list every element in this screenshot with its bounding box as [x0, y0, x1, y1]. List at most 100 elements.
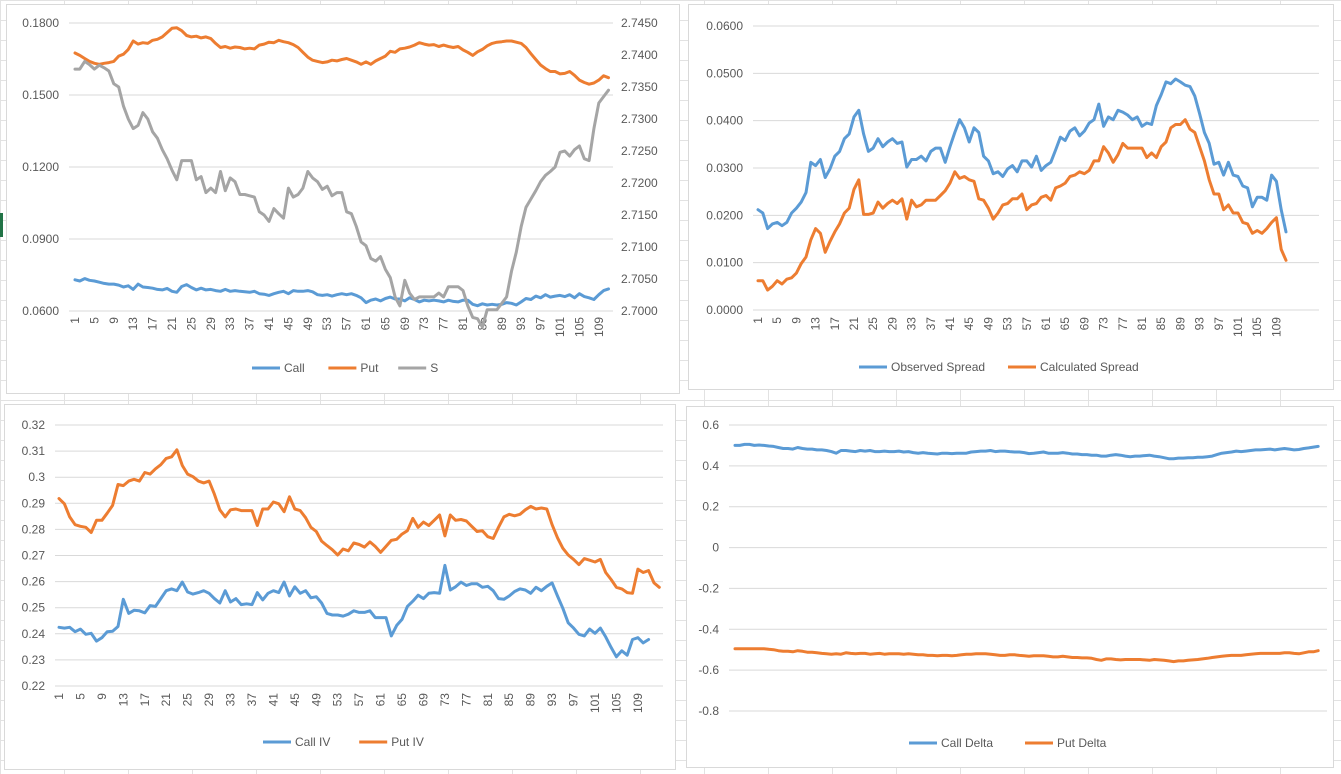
x-tick-label: 109	[1269, 317, 1283, 337]
y-tick-label: 0.24	[22, 627, 46, 641]
chart-implied-volatility[interactable]: 0.22 0.23 0.24 0.25 0.26 0.27 0.28 0.29 0.3 0.31 0…	[4, 404, 676, 770]
y-tick-label: 0.22	[22, 679, 46, 693]
x-tick-label: 97	[1212, 317, 1226, 331]
x-tick-label: 105	[572, 317, 586, 337]
chart-spread[interactable]: 0.0000 0.0100 0.0200 0.0300 0.0400 0.0500 0.06…	[688, 4, 1334, 390]
x-tick-label: 29	[885, 317, 899, 331]
series-line-call-iv	[57, 563, 651, 659]
x-tick-label: 69	[398, 317, 412, 331]
x-tick-label: 1	[751, 317, 765, 324]
x-tick-label: 45	[288, 693, 302, 707]
x-tick-label: 49	[301, 317, 315, 331]
chart-delta[interactable]: -0.8 -0.6 -0.4 -0.2 0 0.2 0.4 0.6 Call Delta Put …	[686, 406, 1334, 768]
chart-canvas: -0.8 -0.6 -0.4 -0.2 0 0.2 0.4 0.6 Call Delta Put …	[698, 418, 1327, 750]
y-tick-label: -0.6	[698, 663, 719, 677]
y-tick-label: 0.0200	[706, 208, 743, 222]
legend-label: Call	[284, 361, 305, 375]
chart-canvas: 0.0600 0.0900 0.1200 0.1500 0.1800 2.7000 2.70…	[22, 16, 658, 375]
x-tick-label: 13	[809, 317, 823, 331]
legend-label: Call IV	[295, 735, 330, 749]
y-tick-label: -0.8	[698, 704, 719, 718]
legend-label: S	[430, 361, 438, 375]
y2-tick-label: 2.7200	[621, 176, 658, 190]
x-tick-label: 13	[126, 317, 140, 331]
x-tick-label: 57	[1020, 317, 1034, 331]
y-tick-label: 0	[712, 541, 719, 555]
x-tick-label: 85	[1154, 317, 1168, 331]
legend-label: Put IV	[391, 735, 424, 749]
x-tick-label: 85	[502, 693, 516, 707]
x-tick-label: 81	[1135, 317, 1149, 331]
x-tick-label: 1	[68, 317, 82, 324]
x-tick-label: 61	[359, 317, 373, 331]
x-tick-label: 57	[352, 693, 366, 707]
x-tick-label: 81	[481, 693, 495, 707]
x-tick-label: 17	[146, 317, 160, 331]
x-tick-label: 73	[417, 317, 431, 331]
x-tick-label: 29	[202, 693, 216, 707]
y2-tick-label: 2.7100	[621, 240, 658, 254]
x-tick-label: 49	[309, 693, 323, 707]
x-tick-label: 65	[1058, 317, 1072, 331]
x-tick-label: 53	[1001, 317, 1015, 331]
y-tick-label: 0.0900	[22, 232, 59, 246]
y2-tick-label: 2.7050	[621, 272, 658, 286]
x-tick-label: 25	[184, 317, 198, 331]
y-tick-label: 0.0500	[706, 66, 743, 80]
x-tick-label: 93	[545, 693, 559, 707]
y-tick-label: 0.0100	[706, 256, 743, 270]
series-line-observed-spread	[756, 77, 1288, 234]
x-tick-label: 41	[262, 317, 276, 331]
x-tick-label: 37	[924, 317, 938, 331]
y2-tick-label: 2.7400	[621, 48, 658, 62]
y-tick-label: 0.26	[22, 575, 46, 589]
legend-label: Observed Spread	[891, 360, 985, 374]
y2-tick-label: 2.7150	[621, 208, 658, 222]
y-tick-label: 0.29	[22, 496, 46, 510]
series-line-put-delta	[733, 647, 1320, 664]
y2-tick-label: 2.7000	[621, 304, 658, 318]
y-tick-label: 0.4	[702, 459, 719, 473]
x-tick-label: 21	[847, 317, 861, 331]
x-tick-label: 17	[828, 317, 842, 331]
x-tick-label: 13	[116, 693, 130, 707]
y-tick-label: 0.32	[22, 418, 46, 432]
y-tick-label: 0.1800	[22, 16, 59, 30]
x-tick-label: 93	[514, 317, 528, 331]
x-tick-label: 29	[204, 317, 218, 331]
x-tick-label: 9	[107, 317, 121, 324]
x-tick-label: 101	[588, 693, 602, 713]
series-line-calculated-spread	[756, 118, 1288, 292]
series-line-put-iv	[57, 448, 661, 595]
y-tick-label: 0.0000	[706, 303, 743, 317]
y-tick-label: -0.4	[698, 622, 719, 636]
x-tick-label: 89	[495, 317, 509, 331]
x-tick-label: 21	[159, 693, 173, 707]
y-tick-label: 0.0300	[706, 161, 743, 175]
x-tick-label: 105	[1250, 317, 1264, 337]
x-tick-label: 37	[243, 317, 257, 331]
x-tick-label: 65	[378, 317, 392, 331]
y-tick-label: 0.31	[22, 444, 46, 458]
legend-label: Calculated Spread	[1040, 360, 1139, 374]
y-tick-label: 0.6	[702, 418, 719, 432]
y-tick-label: 0.2	[702, 500, 719, 514]
y-tick-label: 0.0400	[706, 114, 743, 128]
x-tick-label: 81	[456, 317, 470, 331]
row-selection-indicator	[0, 213, 3, 237]
x-tick-label: 93	[1193, 317, 1207, 331]
legend-label: Put	[360, 361, 379, 375]
series-line-s	[73, 59, 610, 329]
y-tick-label: 0.1200	[22, 160, 59, 174]
x-tick-label: 49	[981, 317, 995, 331]
x-tick-label: 5	[87, 317, 101, 324]
y-tick-label: 0.25	[22, 601, 46, 615]
x-tick-label: 1	[52, 693, 66, 700]
chart-call-put-s[interactable]: 0.0600 0.0900 0.1200 0.1500 0.1800 2.7000 2.70…	[6, 4, 680, 394]
x-tick-label: 45	[962, 317, 976, 331]
y2-tick-label: 2.7450	[621, 16, 658, 30]
x-tick-label: 65	[395, 693, 409, 707]
legend-label: Call Delta	[941, 736, 993, 750]
x-tick-label: 97	[534, 317, 548, 331]
x-tick-label: 89	[1173, 317, 1187, 331]
